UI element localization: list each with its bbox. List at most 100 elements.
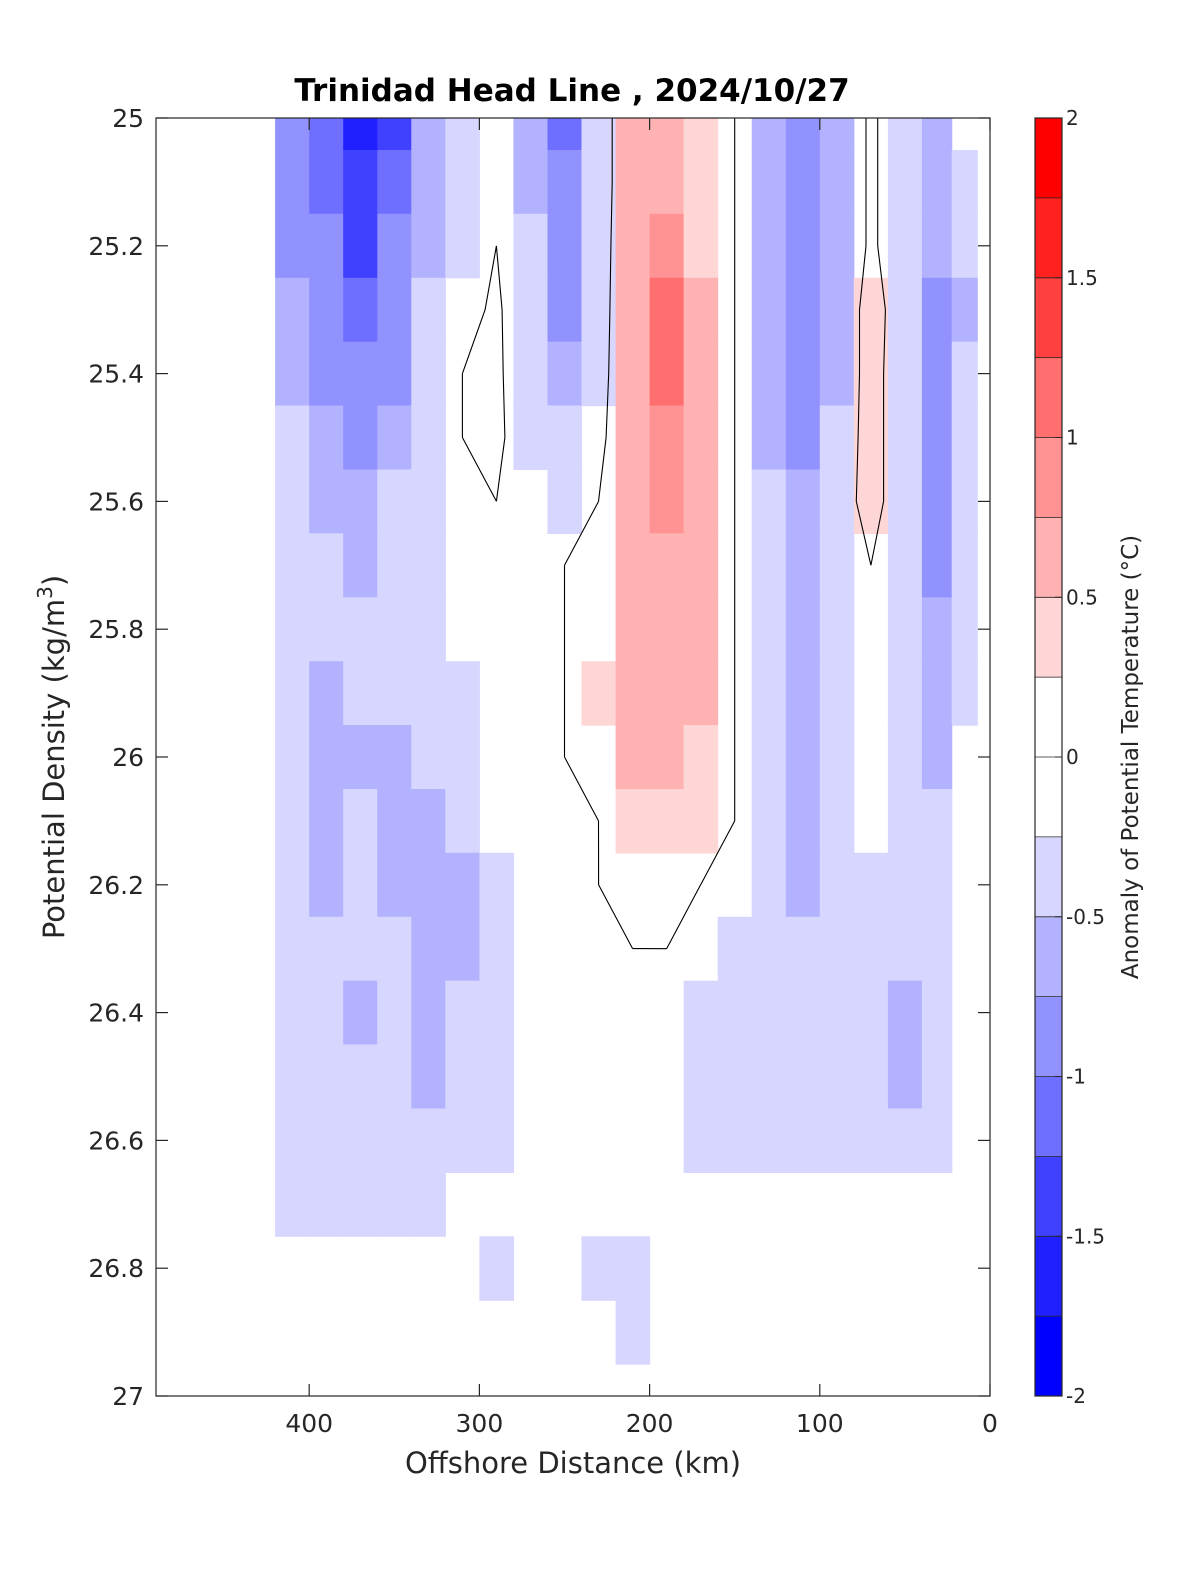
contour-cell [377,405,412,470]
contour-cell [343,341,378,407]
contour-cell [887,1108,923,1173]
contour-cell [921,661,953,726]
contour-cell [343,277,378,343]
contour-cell [853,852,889,918]
colorbar-block [1035,437,1062,518]
contour-cell [887,597,923,662]
colorbar: -2 -1.5 -1 -0.5 0 0.5 1 1.5 2 [1034,106,1105,1408]
contour-cell [951,597,978,662]
contour-cell [751,725,787,790]
contour-cell [615,789,651,854]
contour-cell [343,213,378,279]
zero-contour-line [461,118,886,950]
contour-cell [445,661,480,726]
contour-cell [309,1172,344,1237]
colorbar-tick-label: 2 [1066,106,1079,130]
contour-cell [275,341,310,407]
contour-cell [921,980,953,1046]
contour-cell [615,661,651,726]
contour-cell [683,341,719,407]
x-tick-label: 200 [626,1409,674,1438]
contour-cell [785,213,821,279]
contour-cell [445,150,480,215]
contour-cell [547,118,583,151]
x-tick-label: 300 [456,1409,504,1438]
contour-cell [819,150,855,215]
contour-cell [581,661,617,726]
contour-cell [343,916,378,982]
contour-cell [785,341,821,407]
colorbar-block [1035,916,1062,998]
contour-cell [309,725,344,790]
contour-cell [819,469,855,534]
contour-cell [445,916,480,982]
colorbar-block [1035,597,1062,678]
contour-cell [377,341,412,407]
contour-cell [547,277,583,343]
contour-cell [581,277,617,343]
colorbar-block [1035,996,1062,1077]
colorbar-block [1035,357,1062,438]
contour-cell [343,118,378,151]
colorbar-ticks: -2 -1.5 -1 -0.5 0 0.5 1 1.5 2 [1055,106,1105,1408]
contour-cell [275,1172,310,1237]
contour-cell [853,1044,889,1109]
contour-cell [479,980,514,1046]
contour-cell [343,1044,378,1109]
contour-cell [921,150,953,215]
contour-cell [717,980,753,1046]
contour-cell [921,277,953,343]
contour-cell [785,469,821,534]
contour-cell [615,213,651,279]
contour-cell [683,597,719,662]
colorbar-block [1035,677,1062,758]
x-axis-label: Offshore Distance (km) [405,1446,741,1480]
y-tick-label: 25.8 [88,615,144,644]
contour-cell [853,469,889,534]
contour-cell [377,118,412,151]
contour-cell [411,980,446,1046]
colorbar-tick-label: -0.5 [1066,905,1105,929]
contour-cell [479,1108,514,1173]
contour-cell [377,150,412,215]
contour-cell [615,1300,651,1365]
y-tick-label: 25.6 [88,487,144,516]
plot-area: 400 300 200 100 0 25 25.2 25.4 25.6 25.8 26 26.2 26… [88,104,998,1438]
contour-cell [513,118,548,151]
contour-cell [343,469,378,534]
contour-cell [275,469,310,534]
contour-cell [819,661,855,726]
contour-cell [411,725,446,790]
contour-cell [411,213,446,279]
contour-cell [717,1108,753,1173]
contour-cell [751,533,787,598]
contour-cell [343,1172,378,1237]
colorbar-block [1035,1316,1062,1397]
contour-cell [377,277,412,343]
contour-cell [887,469,923,534]
contour-cell [411,916,446,982]
contour-fill-cells [275,118,978,1365]
contour-cell [951,469,978,534]
contour-cell [785,916,821,982]
contour-cell [547,405,583,470]
contour-cell [819,1108,855,1173]
contour-cell [921,1044,953,1109]
contour-cell [819,118,855,151]
contour-cell [445,980,480,1046]
colorbar-block [1035,197,1062,279]
contour-cell [853,980,889,1046]
x-tick-label: 400 [285,1409,333,1438]
contour-cell [819,916,855,982]
contour-cell [649,789,685,854]
contour-cell [615,118,651,151]
y-tick-label: 26.8 [88,1254,144,1283]
contour-cell [377,1172,412,1237]
contour-cell [411,852,446,918]
contour-cell [819,789,855,854]
contour-cell [411,1044,446,1109]
contour-cell [309,980,344,1046]
contour-cell [785,277,821,343]
contour-cell [309,213,344,279]
contour-cell [819,597,855,662]
